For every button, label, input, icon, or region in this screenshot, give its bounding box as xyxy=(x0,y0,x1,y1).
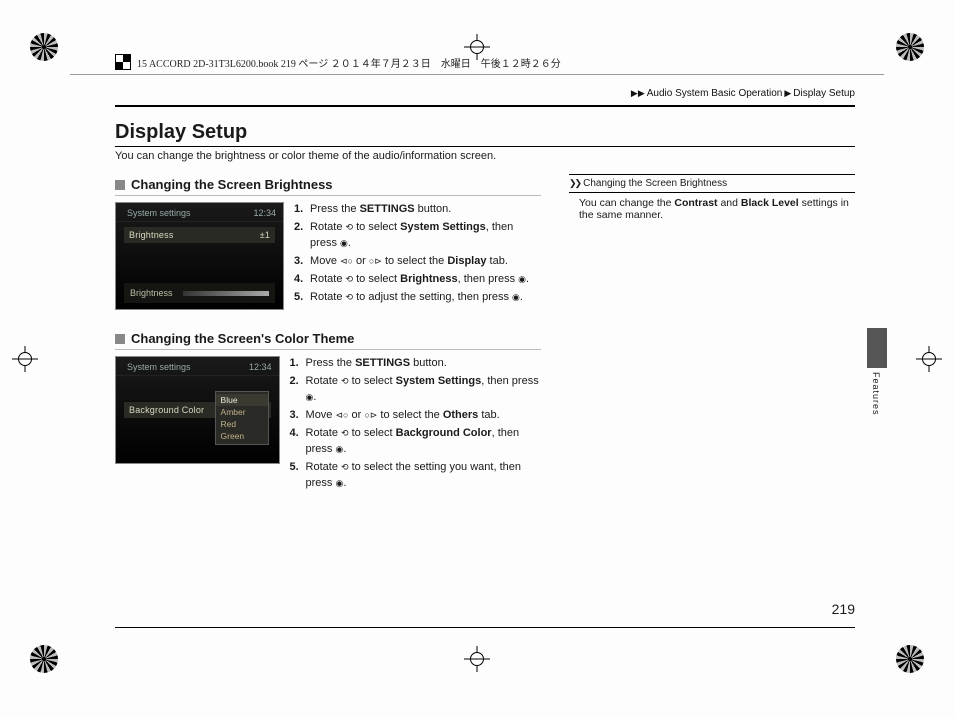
dial-icon: ◉ xyxy=(306,391,314,404)
cross-mark xyxy=(464,646,490,672)
step-item: Press the SETTINGS button. xyxy=(294,202,541,218)
breadcrumb-item: Audio System Basic Operation xyxy=(647,88,783,99)
square-bullet-icon xyxy=(115,180,125,190)
page-content: ▶▶ Audio System Basic Operation ▶ Displa… xyxy=(115,88,855,628)
dial-icon: ◉ xyxy=(518,273,526,286)
dial-icon: ⟲ xyxy=(346,273,354,286)
dial-icon: ⟲ xyxy=(341,427,349,440)
section-thumb-label: Features xyxy=(871,372,881,416)
side-note-heading: ❯❯ Changing the Screen Brightness xyxy=(569,174,855,193)
dial-icon: ◉ xyxy=(340,237,348,250)
dial-icon: ○⊳ xyxy=(369,255,382,268)
cross-mark xyxy=(12,346,38,372)
menu-option: Blue xyxy=(216,394,268,406)
step-item: Move ⊲○ or ○⊳ to select the Others tab. xyxy=(290,408,541,424)
dropdown-menu: BlueAmberRedGreen xyxy=(215,391,269,445)
breadcrumb-arrow-icon: ▶ xyxy=(784,88,791,99)
dial-icon: ◉ xyxy=(512,291,520,304)
menu-option: Amber xyxy=(216,406,268,418)
page-number: 219 xyxy=(832,601,855,617)
menu-option: Red xyxy=(216,418,268,430)
double-chevron-icon: ❯❯ xyxy=(569,178,580,189)
step-item: Press the SETTINGS button. xyxy=(290,356,541,372)
main-column: Changing the Screen Brightness System se… xyxy=(115,174,555,512)
section-title-text: Changing the Screen's Color Theme xyxy=(131,331,354,346)
step-item: Rotate ⟲ to adjust the setting, then pre… xyxy=(294,290,541,306)
dial-icon: ⟲ xyxy=(346,221,354,234)
side-column: ❯❯ Changing the Screen Brightness You ca… xyxy=(555,174,855,512)
steps-list: Press the SETTINGS button. Rotate ⟲ to se… xyxy=(294,202,541,310)
header-rule xyxy=(70,74,884,75)
dial-icon: ⊲○ xyxy=(340,255,353,268)
step-item: Rotate ⟲ to select the setting you want,… xyxy=(290,460,541,492)
screenshot-color-theme: System settings 12:34 Background Color B… xyxy=(115,356,280,464)
section-heading: Changing the Screen's Color Theme xyxy=(115,328,541,350)
dial-icon: ○⊳ xyxy=(364,409,377,422)
dial-icon: ⟲ xyxy=(341,375,349,388)
dial-icon: ◉ xyxy=(336,443,344,456)
step-item: Move ⊲○ or ○⊳ to select the Display tab. xyxy=(294,254,541,270)
square-bullet-icon xyxy=(115,334,125,344)
dial-icon: ⊲○ xyxy=(336,409,349,422)
steps-list: Press the SETTINGS button. Rotate ⟲ to se… xyxy=(290,356,541,494)
register-mark xyxy=(30,645,58,673)
intro-text: You can change the brightness or color t… xyxy=(115,150,855,162)
side-note-body: You can change the Contrast and Black Le… xyxy=(569,197,855,221)
register-mark xyxy=(30,33,58,61)
section-thumb-tab xyxy=(867,328,887,368)
page-title: Display Setup xyxy=(115,121,855,147)
source-file-strip: 15 ACCORD 2D-31T3L6200.book 219 ページ ２０１４… xyxy=(115,54,561,70)
dial-icon: ⟲ xyxy=(341,461,349,474)
step-item: Rotate ⟲ to select Background Color, the… xyxy=(290,426,541,458)
section-title-text: Changing the Screen Brightness xyxy=(131,177,333,192)
step-item: Rotate ⟲ to select Brightness, then pres… xyxy=(294,272,541,288)
crop-marks-bottom xyxy=(0,645,954,673)
step-item: Rotate ⟲ to select System Settings, then… xyxy=(290,374,541,406)
screenshot-brightness: System settings 12:34 Brightness±1 Brigh… xyxy=(115,202,284,310)
breadcrumb-arrow-icon: ▶▶ xyxy=(631,88,645,99)
register-mark xyxy=(896,33,924,61)
menu-option: Green xyxy=(216,430,268,442)
section-heading: Changing the Screen Brightness xyxy=(115,174,541,196)
step-item: Rotate ⟲ to select System Settings, then… xyxy=(294,220,541,252)
breadcrumb: ▶▶ Audio System Basic Operation ▶ Displa… xyxy=(115,88,855,107)
dial-icon: ◉ xyxy=(336,477,344,490)
breadcrumb-item: Display Setup xyxy=(793,88,855,99)
cross-mark xyxy=(916,346,942,372)
dial-icon: ⟲ xyxy=(346,291,354,304)
register-mark xyxy=(896,645,924,673)
